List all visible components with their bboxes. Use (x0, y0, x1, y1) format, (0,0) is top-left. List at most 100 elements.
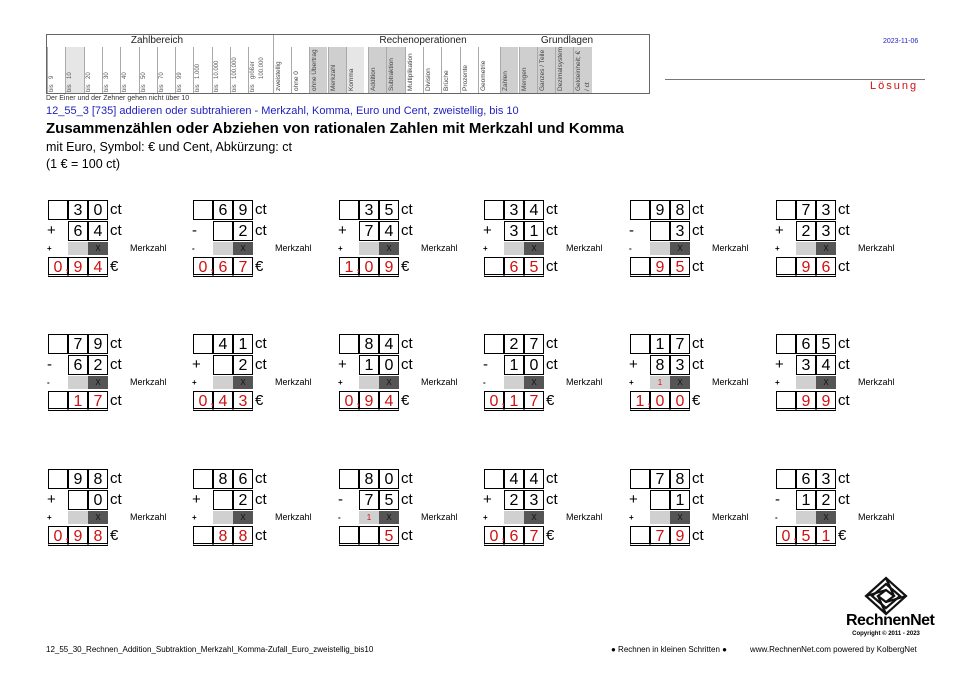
footer-slogan: ● Rechnen in kleinen Schritten ● (611, 645, 727, 654)
unit-label: ct (546, 335, 558, 352)
result-unit: ct (255, 527, 267, 544)
bis-label: bis (177, 84, 184, 92)
result-row: 7 9 ct (628, 526, 758, 546)
merkzahl-label: Merkzahl (421, 512, 458, 522)
digit-box (193, 469, 213, 489)
exercise: 4 1 ct +2 ct + X Merkzahl 0 4 3, € (191, 334, 321, 414)
merkzahl-x-cell: X (816, 242, 836, 255)
result-digit: 9 (816, 391, 836, 411)
result-row: 0 9 8, € (46, 526, 176, 546)
digit-box: 3 (670, 221, 690, 241)
exercise: 6 5 ct +3 4 ct + X Merkzahl 9 9 ct (774, 334, 904, 414)
unit-label: ct (255, 222, 267, 239)
digit-box: 9 (233, 200, 253, 220)
result-digit: 9 (670, 526, 690, 546)
operator-small: - (629, 244, 632, 253)
operator-small: + (192, 513, 197, 522)
merkzahl-row: + X Merkzahl (337, 376, 467, 396)
digit-box: 0 (524, 355, 544, 375)
unit-label: ct (546, 222, 558, 239)
digit-box (193, 334, 213, 354)
digit-box: 2 (504, 334, 524, 354)
digit-box: 6 (233, 469, 253, 489)
loesung-label: Lösung (870, 80, 919, 92)
number-row: 6 5 ct (774, 334, 904, 354)
unit-label: ct (255, 491, 267, 508)
result-digit: 3 (233, 391, 253, 411)
number-row: -6 2 ct (46, 355, 176, 375)
operator: + (483, 491, 492, 508)
digit-box (213, 355, 233, 375)
digit-box: 0 (88, 200, 108, 220)
digit-box: 1 (670, 490, 690, 510)
digit-box: 3 (670, 355, 690, 375)
exercise: 1 7 ct +8 3 ct +1 X Merkzahl 1 0 0, € (628, 334, 758, 414)
exercise: 8 4 ct +1 0 ct + X Merkzahl 0 9 4, € (337, 334, 467, 414)
exercise: 9 8 ct +0 ct + X Merkzahl 0 9 8, € (46, 469, 176, 549)
subtitle-1: mit Euro, Symbol: € und Cent, Abkürzung:… (46, 140, 292, 154)
result-unit: € (255, 392, 264, 409)
digit-box: 8 (88, 469, 108, 489)
merkzahl-cell (68, 511, 88, 524)
unit-label: ct (110, 470, 122, 487)
result-digit: 5 (796, 526, 816, 546)
result-digit: 7 (88, 391, 108, 411)
zahlbereich-cell: 20 bis (83, 47, 102, 93)
merkzahl-cell (504, 376, 524, 389)
number-row: - 2 ct (191, 221, 321, 241)
bis-label: bis (103, 84, 110, 92)
category-cell: Addition (368, 47, 387, 93)
result-row: 1 0 9, € (337, 257, 467, 277)
merkzahl-cell (504, 511, 524, 524)
result-row: 1 0 0, € (628, 391, 758, 411)
bis-label: bis (140, 84, 147, 92)
note: Der Einer und der Zehner gehen nicht übe… (46, 95, 190, 102)
operator-small: + (775, 378, 780, 387)
operator: - (47, 356, 52, 373)
merkzahl-row: + X Merkzahl (46, 242, 176, 262)
merkzahl-cell (504, 242, 524, 255)
zahlbereich-value: 20 (85, 72, 92, 79)
number-row: +3 1 ct (482, 221, 612, 241)
unit-label: ct (255, 201, 267, 218)
result-digit (630, 257, 650, 277)
digit-box: 4 (524, 469, 544, 489)
digit-box (630, 469, 650, 489)
result-comma: , (210, 258, 215, 275)
result-digit: 0 (650, 391, 670, 411)
merkzahl-cell (796, 511, 816, 524)
result-digit (359, 526, 379, 546)
merkzahl-row: + X Merkzahl (482, 242, 612, 262)
result-digit (48, 391, 68, 411)
digit-box: 7 (650, 469, 670, 489)
result-digit: 5 (670, 257, 690, 277)
bis-label: bis (250, 84, 257, 92)
result-digit (630, 526, 650, 546)
result-unit: ct (692, 527, 704, 544)
category-label: Prozente (461, 64, 469, 91)
digit-box: 5 (816, 334, 836, 354)
category-label: Mengen (520, 67, 528, 92)
digit-box: 2 (796, 221, 816, 241)
result-digit: 0 (193, 391, 213, 411)
merkzahl-x-cell: X (670, 242, 690, 255)
zahlbereich-value: 99 (177, 72, 184, 79)
number-row: +0 ct (46, 490, 176, 510)
result-unit: ct (692, 258, 704, 275)
digit-box: 3 (816, 221, 836, 241)
page-title: Zusammenzählen oder Abziehen von rationa… (46, 120, 624, 137)
exercise: 3 4 ct +3 1 ct + X Merkzahl 6 5 ct (482, 200, 612, 280)
merkzahl-label: Merkzahl (275, 512, 312, 522)
merkzahl-row: - X Merkzahl (46, 376, 176, 396)
merkzahl-row: + X Merkzahl (774, 376, 904, 396)
unit-label: ct (110, 201, 122, 218)
digit-box (48, 334, 68, 354)
digit-box: 4 (379, 221, 399, 241)
merkzahl-cell (213, 242, 233, 255)
digit-box: 0 (88, 490, 108, 510)
result-digit: 6 (816, 257, 836, 277)
digit-box: 3 (816, 469, 836, 489)
unit-label: ct (110, 356, 122, 373)
result-row: 0 9 4, € (337, 391, 467, 411)
merkzahl-x-cell: X (379, 242, 399, 255)
